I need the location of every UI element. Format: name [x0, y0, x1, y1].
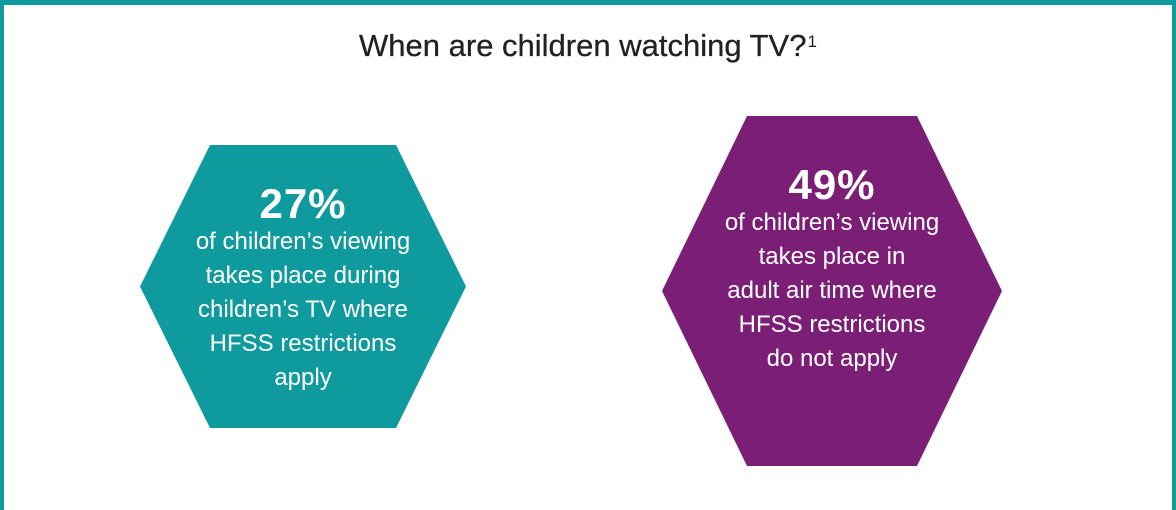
hexagon-shape	[140, 145, 466, 428]
hexagon-shape	[662, 116, 1002, 466]
stat-text-adult-airtime: 49% of children’s viewing takes place in…	[662, 164, 1002, 376]
stat-percentage: 49%	[788, 161, 876, 208]
hexagon-purple	[662, 116, 1002, 466]
stat-text-children-tv: 27% of children’s viewing takes place du…	[140, 183, 466, 395]
stat-hexagon-children-tv: 27% of children’s viewing takes place du…	[140, 145, 466, 428]
stat-percentage: 27%	[259, 180, 347, 227]
hexagon-teal	[140, 145, 466, 428]
stat-description: of children’s viewing takes place in adu…	[724, 209, 940, 372]
title-text: When are children watching TV?	[359, 28, 807, 63]
stat-hexagon-adult-airtime: 49% of children’s viewing takes place in…	[662, 116, 1002, 466]
stat-description: of children’s viewing takes place during…	[195, 228, 411, 391]
page-title: When are children watching TV?1	[0, 28, 1176, 64]
title-footnote-marker: 1	[807, 32, 817, 51]
